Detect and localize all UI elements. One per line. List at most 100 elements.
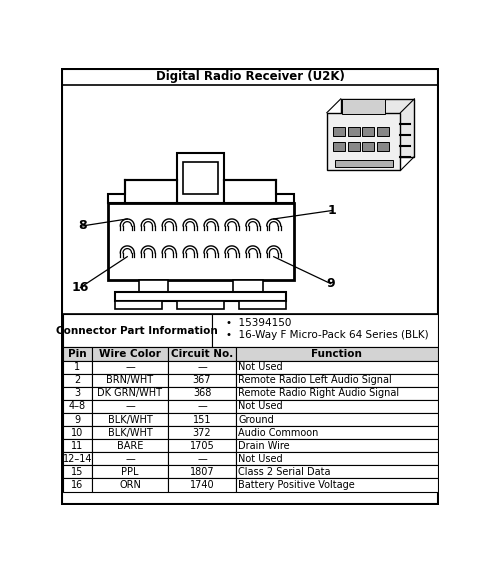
Text: 9: 9 [326, 277, 335, 290]
Bar [115, 301, 162, 309]
Text: 1740: 1740 [190, 480, 214, 490]
Text: Pin: Pin [68, 349, 86, 359]
Bar [236, 413, 438, 426]
Bar [92, 452, 168, 466]
Text: •  15394150: • 15394150 [226, 318, 291, 328]
Text: 368: 368 [193, 388, 211, 399]
Bar [236, 374, 438, 387]
Bar [92, 439, 168, 452]
Text: 10: 10 [71, 428, 83, 438]
Text: Circuit No.: Circuit No. [171, 349, 233, 359]
Bar [92, 466, 168, 479]
Text: 367: 367 [193, 375, 211, 385]
Text: BARE: BARE [117, 441, 143, 451]
Bar [62, 374, 92, 387]
Text: 1: 1 [328, 204, 337, 217]
Text: —: — [197, 362, 207, 372]
Bar [335, 160, 393, 167]
Text: 8: 8 [79, 219, 87, 232]
Text: 16: 16 [72, 281, 89, 294]
Text: BLK/WHT: BLK/WHT [107, 428, 152, 438]
Bar [362, 126, 374, 136]
Bar [92, 400, 168, 413]
Bar [276, 193, 293, 203]
Bar [92, 374, 168, 387]
Bar [62, 387, 92, 400]
Bar [92, 479, 168, 492]
Text: 16: 16 [71, 480, 83, 490]
Bar [236, 387, 438, 400]
Text: Function: Function [311, 349, 362, 359]
Text: DK GRN/WHT: DK GRN/WHT [98, 388, 163, 399]
Bar [168, 361, 236, 374]
Text: Audio Commoon: Audio Commoon [239, 428, 319, 438]
Bar [92, 361, 168, 374]
Bar [327, 113, 401, 171]
Text: Remote Radio Left Audio Signal: Remote Radio Left Audio Signal [239, 375, 392, 385]
Text: 2: 2 [74, 375, 81, 385]
Text: Not Used: Not Used [239, 362, 283, 372]
Bar [62, 452, 92, 466]
Bar [92, 347, 168, 361]
Bar [168, 439, 236, 452]
Bar [62, 400, 92, 413]
Bar [233, 280, 263, 292]
Text: Digital Radio Receiver (U2K): Digital Radio Receiver (U2K) [156, 70, 345, 83]
Bar [177, 153, 224, 203]
Text: Wire Color: Wire Color [99, 349, 161, 359]
Text: —: — [125, 401, 135, 412]
Bar [62, 426, 92, 439]
Bar [107, 193, 124, 203]
Bar [168, 374, 236, 387]
Bar [236, 466, 438, 479]
Text: 151: 151 [193, 414, 211, 425]
Bar [342, 99, 385, 114]
Bar [124, 180, 177, 203]
Bar [115, 292, 286, 301]
Bar [62, 347, 92, 361]
Bar [92, 387, 168, 400]
Text: Not Used: Not Used [239, 454, 283, 464]
Bar [377, 126, 389, 136]
Text: 12–14: 12–14 [62, 454, 92, 464]
Bar [92, 413, 168, 426]
Text: Remote Radio Right Audio Signal: Remote Radio Right Audio Signal [239, 388, 400, 399]
Text: Ground: Ground [239, 414, 274, 425]
Bar [224, 180, 276, 203]
Text: ORN: ORN [119, 480, 141, 490]
Bar [347, 126, 360, 136]
Bar [341, 99, 414, 156]
Text: 11: 11 [71, 441, 83, 451]
Bar [236, 452, 438, 466]
Bar [183, 162, 218, 193]
Text: Connector Part Information: Connector Part Information [57, 325, 218, 336]
Bar [62, 439, 92, 452]
Bar [212, 315, 438, 347]
Text: BLK/WHT: BLK/WHT [107, 414, 152, 425]
Bar [107, 203, 293, 280]
Text: —: — [125, 362, 135, 372]
Bar [236, 426, 438, 439]
Text: 15: 15 [71, 467, 83, 477]
Bar [236, 439, 438, 452]
Bar [62, 361, 92, 374]
Bar [62, 466, 92, 479]
Bar [62, 315, 212, 347]
Bar [62, 479, 92, 492]
Bar [168, 479, 236, 492]
Bar [168, 347, 236, 361]
Text: 372: 372 [193, 428, 211, 438]
Bar [139, 280, 168, 292]
Bar [168, 452, 236, 466]
Text: Class 2 Serial Data: Class 2 Serial Data [239, 467, 331, 477]
Text: —: — [197, 454, 207, 464]
Text: Battery Positive Voltage: Battery Positive Voltage [239, 480, 355, 490]
Text: Not Used: Not Used [239, 401, 283, 412]
Bar [177, 301, 224, 309]
Bar [168, 387, 236, 400]
Text: BRN/WHT: BRN/WHT [106, 375, 154, 385]
Bar [236, 479, 438, 492]
Text: 1705: 1705 [190, 441, 214, 451]
Bar [92, 426, 168, 439]
Text: •  16-Way F Micro-Pack 64 Series (BLK): • 16-Way F Micro-Pack 64 Series (BLK) [226, 330, 428, 340]
